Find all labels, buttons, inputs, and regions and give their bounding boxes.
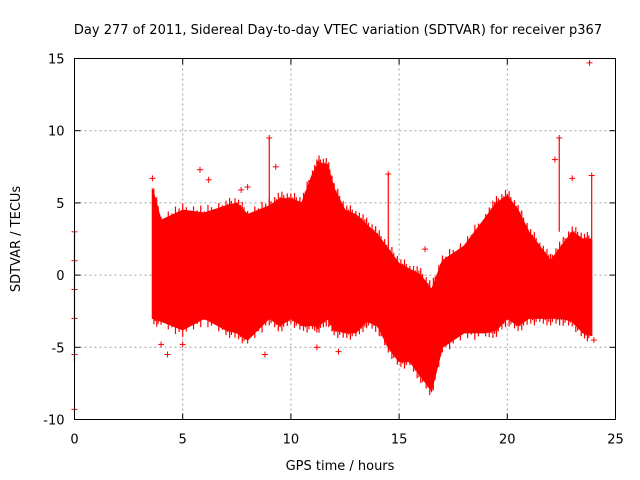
y-tick-label: 15 [48,53,65,68]
x-tick-label: 10 [283,433,300,448]
x-tick-label: 15 [391,433,408,448]
axis-ticks: 0 5 10 15 20 25 -10 -5 0 5 10 15 [43,53,624,448]
y-tick-label: 0 [56,269,64,284]
x-tick-label: 20 [499,433,516,448]
y-axis-label: SDTVAR / TECUs [9,186,24,293]
y-tick-label: 5 [56,197,64,212]
x-axis-label: GPS time / hours [286,459,395,474]
chart-title: Day 277 of 2011, Sidereal Day-to-day VTE… [74,23,602,38]
plot-frame [74,58,616,420]
y-tick-label: -5 [52,341,65,356]
x-tick-label: 25 [607,433,624,448]
y-tick-label: 10 [48,125,65,140]
y-tick-label: -10 [43,414,64,429]
x-tick-label: 5 [179,433,187,448]
data-series-sdtvar [71,59,597,413]
x-tick-label: 0 [70,433,78,448]
